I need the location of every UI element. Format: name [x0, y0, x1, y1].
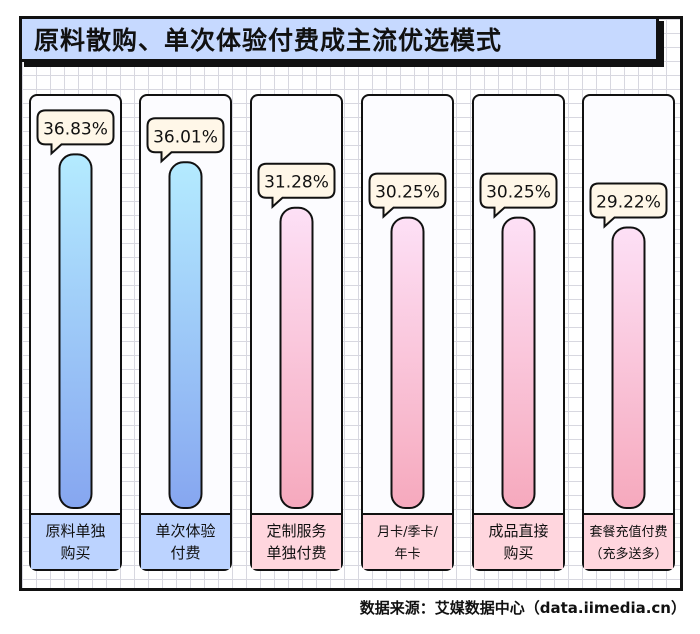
- value-label: 29.22%: [596, 192, 661, 212]
- category-label: 购买: [60, 544, 90, 562]
- category-label-bg: [141, 514, 230, 569]
- bar: [611, 226, 646, 509]
- value-bubble: [257, 162, 336, 209]
- category-label-bg: [474, 514, 563, 569]
- value-label: 36.01%: [153, 127, 218, 147]
- value-bubble: [589, 182, 668, 229]
- category-label: 定制服务: [266, 522, 326, 540]
- category-label: 月卡/季卡/: [377, 525, 438, 540]
- category-label: 购买: [503, 544, 533, 562]
- category-label: 套餐充值付费: [589, 524, 667, 540]
- category-label: 单独付费: [266, 544, 326, 562]
- chart-title: 原料散购、单次体验付费成主流优选模式: [19, 16, 659, 62]
- category-label: 年卡: [394, 547, 420, 562]
- value-label: 36.83%: [43, 119, 108, 139]
- category-label: 单次体验: [155, 522, 215, 540]
- bar: [501, 216, 536, 509]
- bar: [58, 153, 93, 509]
- category-label-bg: [252, 514, 341, 569]
- category-label-bg: [363, 514, 452, 569]
- category-label-bg: [584, 514, 673, 569]
- bar: [168, 161, 203, 510]
- bar: [390, 216, 425, 509]
- category-label-bg: [31, 514, 120, 569]
- category-label: 原料单独: [45, 522, 105, 540]
- value-label: 31.28%: [264, 173, 329, 193]
- value-bubble: [146, 117, 225, 164]
- bar: [279, 206, 314, 509]
- value-bubble: [368, 172, 447, 219]
- value-label: 30.25%: [486, 183, 551, 203]
- category-label: （充多送多）: [589, 546, 667, 562]
- category-label: 付费: [170, 544, 200, 562]
- value-bubble: [479, 172, 558, 219]
- value-label: 30.25%: [375, 183, 440, 203]
- source-note: 数据来源：艾媒数据中心（data.iimedia.cn）: [359, 599, 686, 617]
- chart-frame: [19, 16, 683, 591]
- category-label: 成品直接: [488, 522, 548, 540]
- value-bubble: [36, 109, 115, 156]
